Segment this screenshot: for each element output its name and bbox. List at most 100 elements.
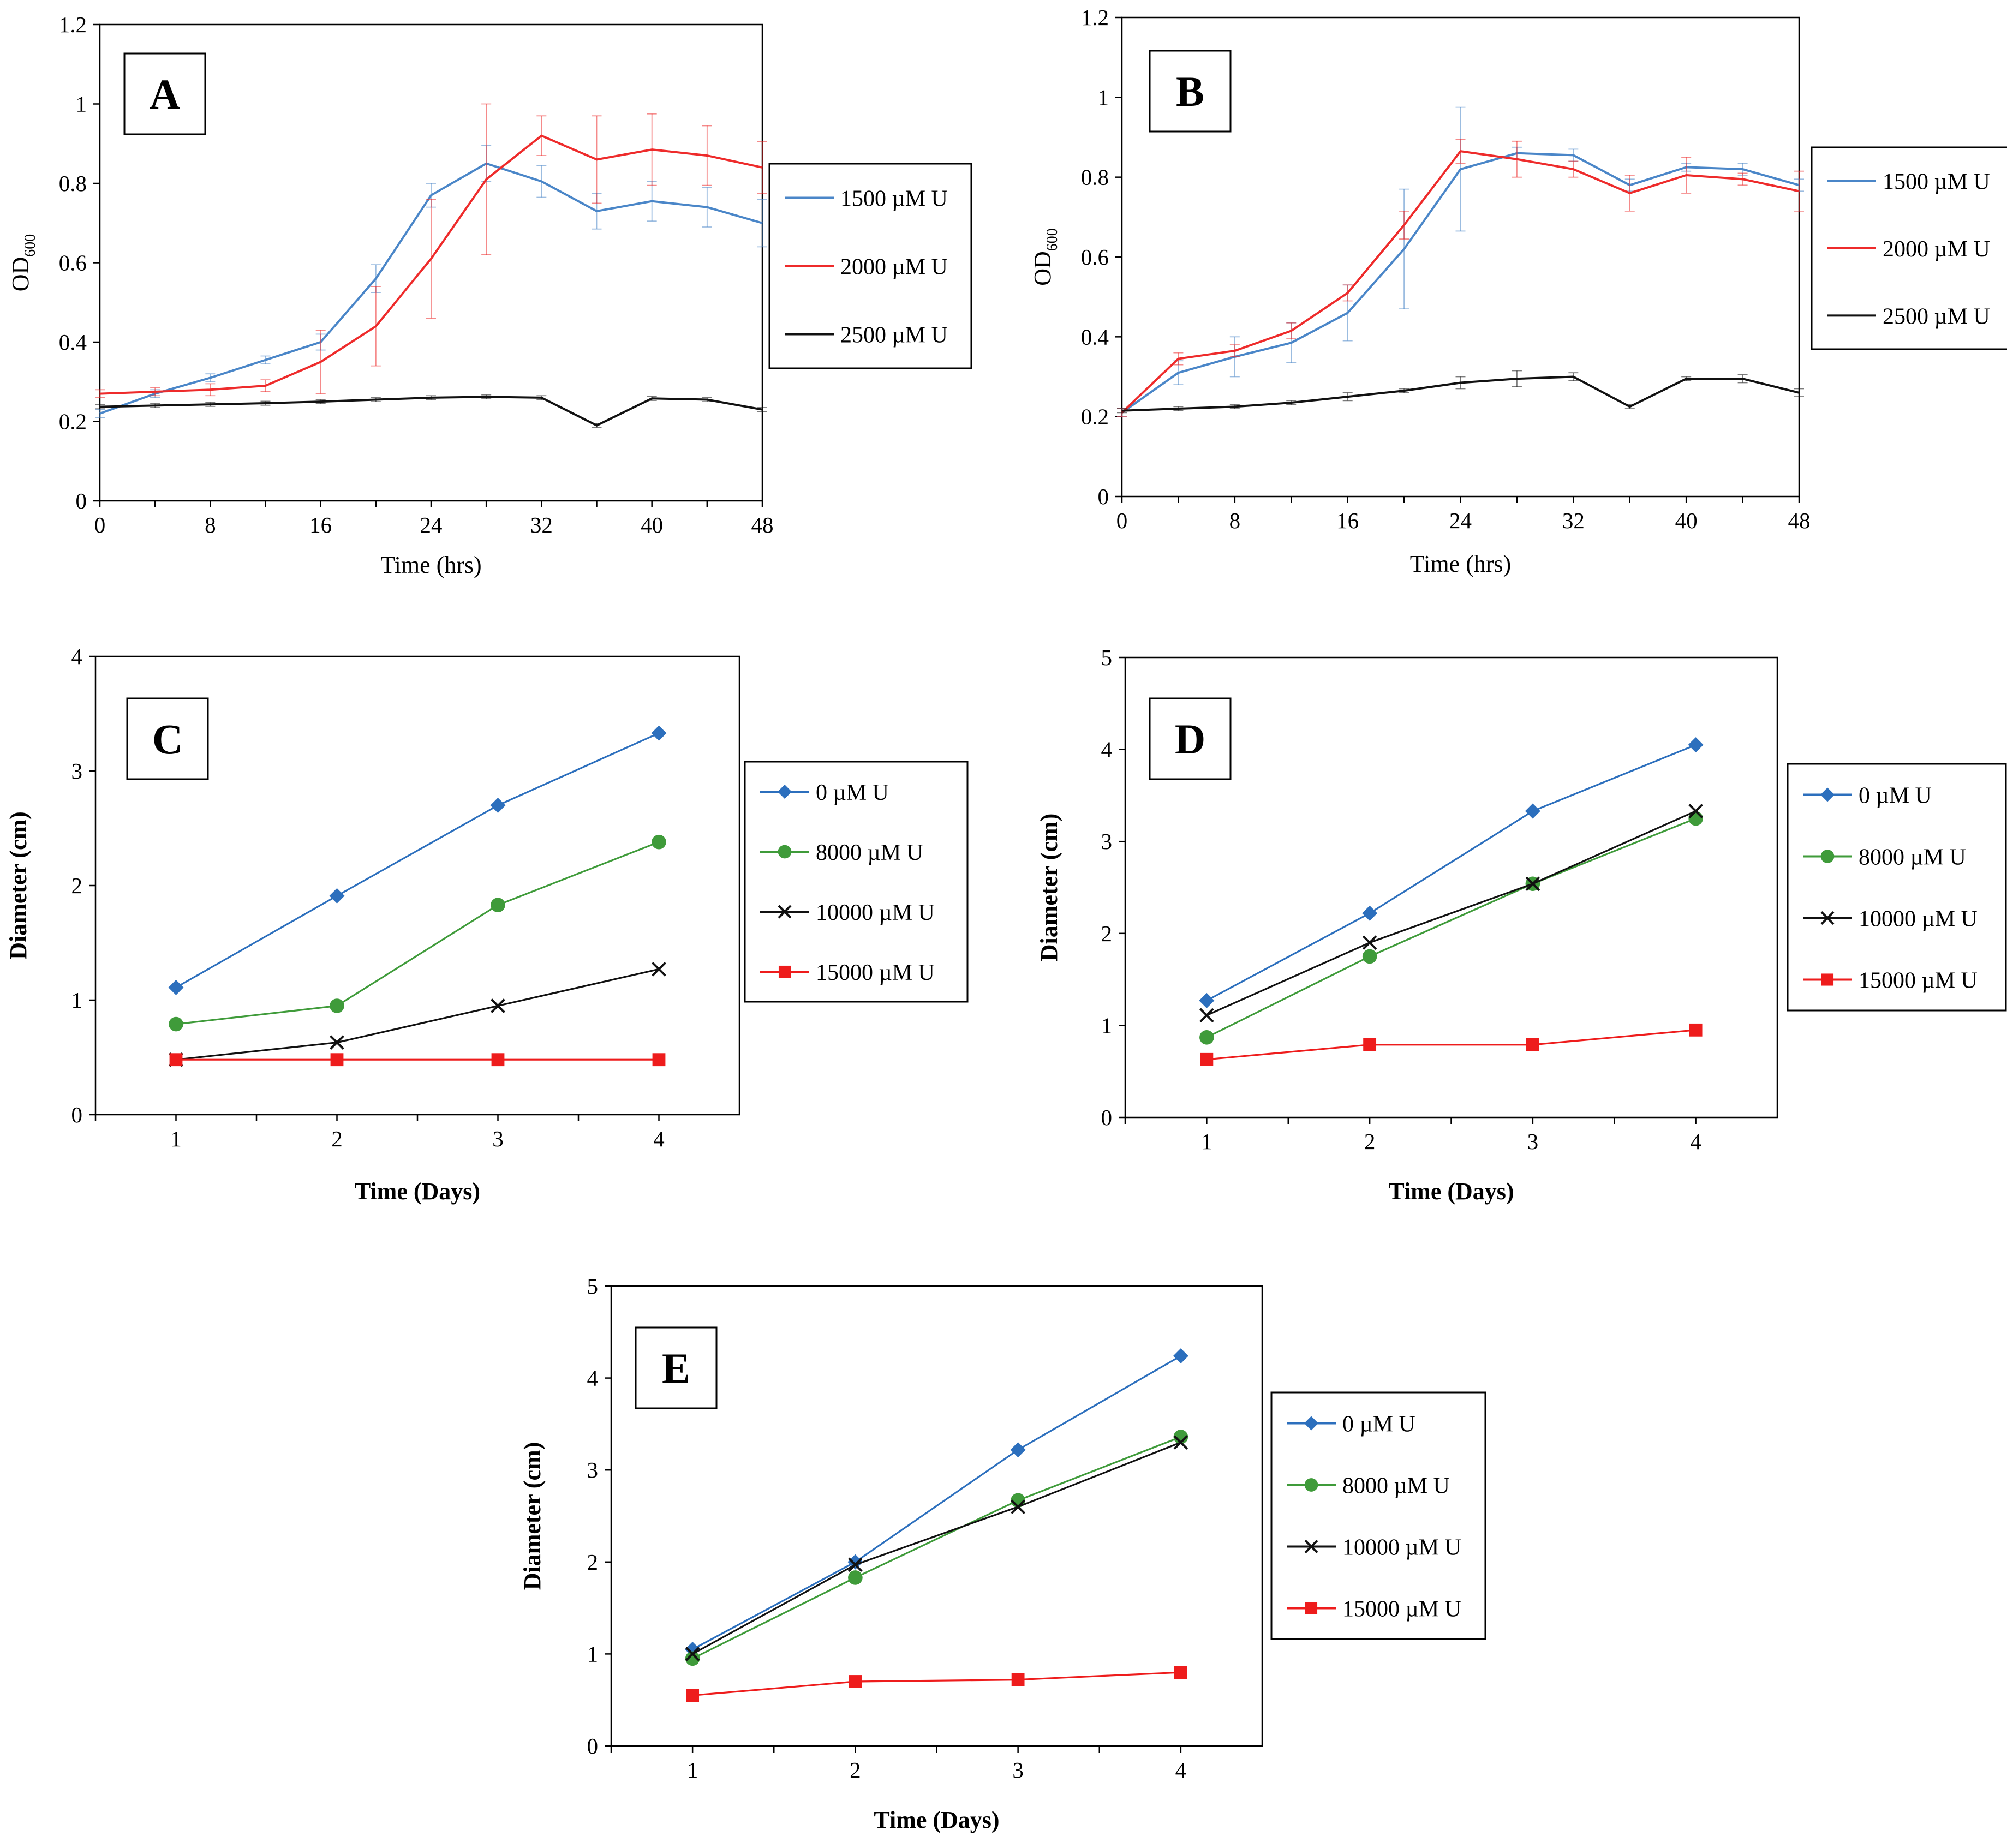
series-15000-m-u [686,1666,1187,1702]
y-tick-label: 1 [1101,1013,1113,1038]
panel-label: C [152,715,183,763]
data-point [651,725,667,741]
data-point [329,888,345,904]
legend-label: 15000 µM U [1859,968,1978,994]
legend-swatch-marker [1304,1540,1318,1553]
legend-swatch-marker [1820,787,1835,802]
series-10000-m-u [685,1435,1188,1661]
series-line [176,841,660,1025]
y-tick-label: 0 [587,1733,599,1759]
x-tick-label: 2 [850,1757,861,1783]
legend-label: 2500 µM U [840,323,948,348]
x-axis-title: Time (hrs) [380,552,481,578]
y-tick-label: 3 [1101,829,1113,854]
data-point [1173,1430,1188,1444]
panel-label-box [1149,50,1232,133]
x-tick-label: 4 [1175,1757,1187,1783]
series-0-m-u [1199,737,1704,1008]
x-tick-label: 40 [1675,508,1698,533]
data-point [652,1053,666,1067]
data-point [1525,876,1540,892]
data-point [1199,992,1215,1008]
y-tick-label: 0.8 [59,171,87,196]
x-tick-label: 2 [1364,1129,1376,1154]
legend-label: 0 µM U [1342,1412,1415,1437]
x-tick-label: 3 [492,1126,504,1151]
legend-label: 8000 µM U [1342,1474,1450,1499]
legend-label: 15000 µM U [1342,1597,1461,1622]
data-point [1688,804,1703,818]
x-tick-label: 3 [1527,1129,1539,1154]
x-tick-label: 3 [1012,1757,1024,1783]
series-line [1121,375,1800,412]
data-point [330,998,344,1013]
data-point [1011,1673,1025,1686]
legend: 1500 µM U 2000 µM U 2500 µM U [768,163,972,369]
data-point [330,1035,344,1050]
y-tick-label: 1 [71,988,83,1013]
y-tick-label: 1.2 [1081,5,1109,30]
legend-swatch-marker [778,965,791,978]
legend-label: 10000 µM U [1859,907,1978,932]
x-tick-label: 48 [1788,508,1811,533]
legend-label: 0 µM U [1859,784,1932,809]
y-axis-title-subscript: 600 [22,234,39,257]
series-line [692,1671,1181,1696]
data-point [847,1554,863,1570]
data-point [1688,737,1704,753]
panel-label: A [150,70,180,118]
y-tick-label: 1.2 [59,12,87,37]
data-point [490,798,506,813]
legend: 0 µM U 8000 µM U 10000 µM U 15000 µM U [1787,763,2007,1012]
x-tick-label: 8 [205,512,216,537]
panel-d: 0 1 2 3 4 5 1 2 3 4 Time (Days) Diameter (cm) D 0 µM … [1036,645,2007,1205]
series-10000-m-u [1199,804,1703,1023]
series-line [1206,817,1697,1038]
series-2000-m-u [95,103,767,398]
y-tick-label: 0.8 [1081,165,1109,190]
data-point [685,1647,700,1661]
legend-label: 10000 µM U [1342,1535,1461,1560]
data-point [1362,935,1377,950]
panel-label-box [635,1326,718,1409]
x-tick-label: 16 [1336,508,1359,533]
series-line [692,1355,1181,1650]
data-point [685,1651,700,1666]
y-tick-label: 0.2 [59,409,87,434]
series-10000-m-u [169,961,666,1067]
data-point [1173,1435,1188,1450]
y-axis-title: Diameter (cm) [519,1442,546,1590]
data-point [491,998,505,1013]
data-point [168,979,184,995]
y-tick-label: 0.4 [59,330,87,355]
y-tick-label: 3 [587,1457,599,1482]
y-axis-title-main: OD [7,257,34,292]
panel-label: D [1175,715,1205,763]
legend-label: 10000 µM U [816,900,935,925]
legend-swatch-marker [1820,850,1835,863]
y-tick-label: 0.6 [1081,244,1109,270]
y-tick-label: 0 [1101,1105,1113,1130]
legend: 0 µM U 8000 µM U 10000 µM U 15000 µM U [744,761,969,1003]
x-tick-label: 24 [420,512,443,537]
y-tick-label: 1 [76,92,87,117]
data-point [1200,1052,1214,1066]
y-axis-title: Diameter (cm) [5,811,32,960]
data-point [169,1053,183,1067]
data-point [330,1053,344,1067]
panel-label: B [1176,68,1204,115]
x-tick-label: 48 [751,512,774,537]
y-tick-label: 1 [587,1641,599,1666]
x-axis-title: Time (Days) [355,1178,480,1205]
y-axis-title: Diameter (cm) [1036,814,1062,962]
y-tick-label: 2 [1101,921,1113,946]
legend-swatch-marker [1305,1602,1318,1614]
legend-box [1787,763,2007,1012]
panel-e: 0 1 2 3 4 5 1 2 3 4 Time (Days) Diameter (cm) E 0 µM … [519,1273,1486,1833]
series-8000-m-u [169,834,666,1032]
y-tick-label: 3 [71,758,83,784]
series-8000-m-u [1199,811,1703,1045]
data-point [1363,1038,1377,1051]
y-tick-label: 0 [1098,484,1109,509]
legend-label: 0 µM U [816,780,889,805]
